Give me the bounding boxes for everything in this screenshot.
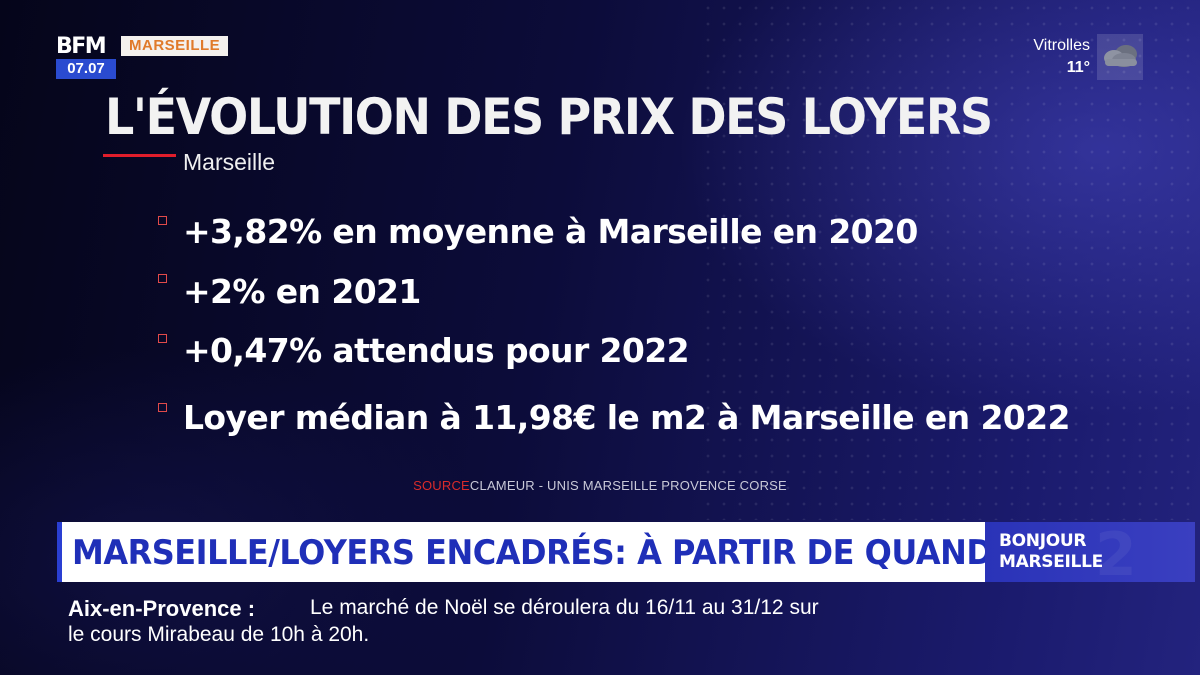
title-underline bbox=[103, 154, 176, 157]
show-badge-decoration: 2 bbox=[1095, 522, 1137, 582]
bullet-marker bbox=[158, 334, 167, 343]
show-name-line2: MARSEILLE bbox=[999, 552, 1103, 572]
headline-banner: MARSEILLE/LOYERS ENCADRÉS: À PARTIR DE Q… bbox=[57, 522, 1022, 582]
source-line: SOURCECLAMEUR - UNIS MARSEILLE PROVENCE … bbox=[0, 478, 1200, 493]
bullet-item: +3,82% en moyenne à Marseille en 2020 bbox=[183, 212, 918, 251]
channel-logo: BFM 07.07 bbox=[56, 36, 118, 79]
headline-text: MARSEILLE/LOYERS ENCADRÉS: À PARTIR DE Q… bbox=[72, 533, 1022, 573]
bullet-marker bbox=[158, 274, 167, 283]
ticker-text-continued: le cours Mirabeau de 10h à 20h. bbox=[68, 623, 370, 646]
bullet-item: +2% en 2021 bbox=[183, 272, 421, 311]
weather-city: Vitrolles bbox=[1033, 37, 1090, 54]
show-badge: 2 BONJOUR MARSEILLE bbox=[985, 522, 1195, 582]
background-texture bbox=[700, 0, 1200, 520]
slide-subtitle: Marseille bbox=[183, 149, 276, 175]
bullet-marker bbox=[158, 216, 167, 225]
source-label: SOURCE bbox=[413, 478, 470, 493]
show-name-line1: BONJOUR bbox=[999, 531, 1087, 551]
logo-text: BFM bbox=[56, 34, 107, 59]
city-badge: MARSEILLE bbox=[121, 36, 229, 56]
slide-title: L'ÉVOLUTION DES PRIX DES LOYERS bbox=[105, 88, 993, 146]
clock: 07.07 bbox=[56, 59, 116, 79]
source-text: CLAMEUR - UNIS MARSEILLE PROVENCE CORSE bbox=[469, 478, 787, 493]
bullet-item: +0,47% attendus pour 2022 bbox=[183, 331, 690, 370]
ticker-text: Le marché de Noël se déroulera du 16/11 … bbox=[310, 596, 819, 619]
weather-widget bbox=[1097, 34, 1143, 80]
bullet-marker bbox=[158, 403, 167, 412]
bullet-item: Loyer médian à 11,98€ le m2 à Marseille … bbox=[183, 398, 1070, 437]
cloud-icon bbox=[1104, 45, 1137, 67]
bullet-list: +3,82% en moyenne à Marseille en 2020 +2… bbox=[158, 212, 1070, 437]
ticker-place: Aix-en-Provence : bbox=[68, 596, 256, 621]
weather-temperature: 11° bbox=[1066, 59, 1090, 76]
